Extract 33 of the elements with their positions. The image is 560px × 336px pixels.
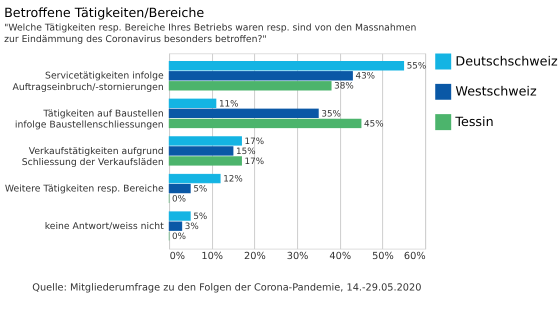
legend-label: Tessin [454,114,494,130]
data-label: 38% [334,82,354,92]
data-label: 12% [223,174,243,184]
data-label: 55% [406,62,426,72]
data-label: 11% [218,99,238,110]
y-tick-label: keine Antwort/weiss nicht [44,221,164,232]
y-tick-label: Verkaufstätigkeiten aufgrund Schliessung der Verkaufsläden [22,146,164,168]
data-label: 15% [236,146,256,157]
legend-label: Deutschschweiz [455,53,558,68]
data-label: 43% [356,72,376,82]
y-tick-label: Weitere Tätigkeiten resp. Bereiche [4,183,164,194]
data-label: 0% [172,194,186,204]
source-note: Quelle: Mitgliederumfrage zu den Folgen der Corona-Pandemie, 14.-29.05.2020 [32,282,422,294]
x-tick-label: 50% [372,250,394,262]
data-label: 3% [184,222,199,232]
legend-label: Westschweiz [455,84,537,99]
data-label: 0% [172,232,186,242]
x-tick-label: 20% [244,250,266,262]
chart-subtitle: "Welche Tätigkeiten resp. Bereiche Ihres Betriebs waren resp. sind von den Massnahmen zur Eindämmung des Coronavirus besonders betroffen?" [4,22,416,45]
y-tick-label: Servicetätigkeiten infolge Auftragseinbruch/-stornierungen [12,70,164,93]
chart-title: Betroffene Tätigkeiten/Bereiche [4,5,204,20]
x-tick-label: 30% [286,250,308,262]
data-label: 17% [244,156,264,167]
y-tick-label: Tätigkeiten auf Baustellen infolge Baustellenschliessungen [14,108,164,131]
data-label: 35% [321,109,341,120]
data-label: 45% [364,119,384,130]
x-tick-label: 40% [329,250,352,262]
x-tick-label: 0% [170,250,186,262]
data-label: 17% [244,136,264,147]
data-label: 5% [193,184,208,194]
x-tick-label: 10% [201,250,224,262]
data-label: 5% [193,212,208,222]
x-tick-label: 60% [404,250,426,262]
